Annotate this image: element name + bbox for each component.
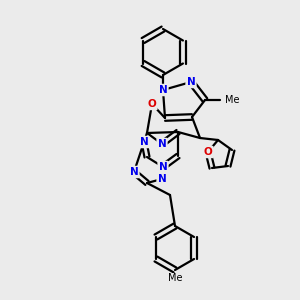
Text: N: N — [130, 167, 138, 177]
Text: N: N — [159, 162, 167, 172]
Text: N: N — [158, 139, 166, 149]
Text: O: O — [148, 99, 156, 109]
Text: N: N — [158, 174, 166, 184]
Text: Me: Me — [225, 95, 239, 105]
Text: O: O — [204, 147, 212, 157]
Text: N: N — [159, 85, 167, 95]
Text: N: N — [140, 137, 148, 147]
Text: Me: Me — [168, 273, 182, 283]
Text: N: N — [187, 77, 195, 87]
